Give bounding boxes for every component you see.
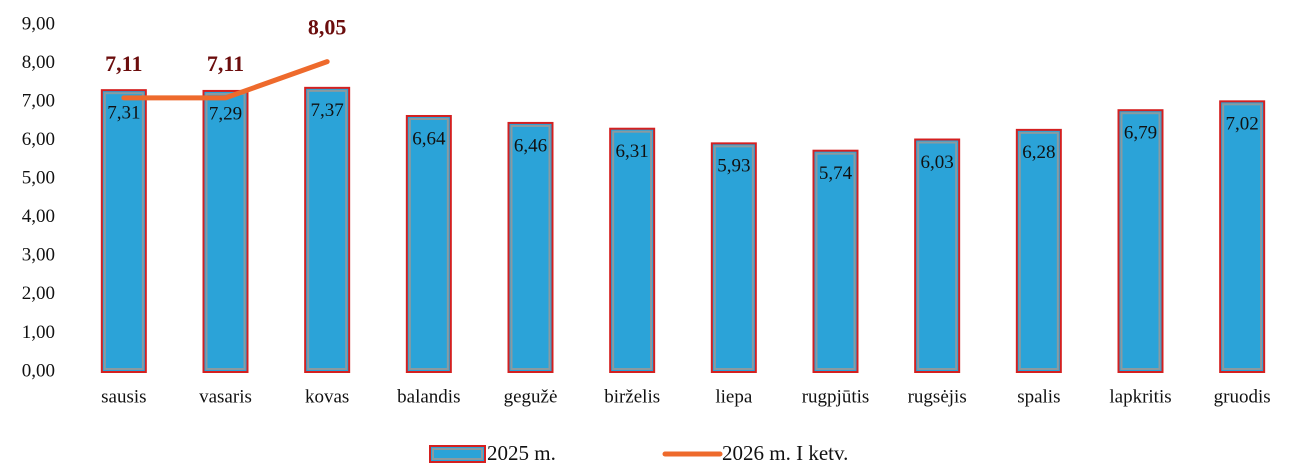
bar-value-label: 6,46 (514, 135, 547, 156)
x-tick-label: rugsėjis (908, 386, 967, 407)
bar-inner-border (1018, 131, 1059, 370)
line-value-label: 8,05 (308, 15, 347, 40)
x-tick-label: liepa (715, 386, 752, 407)
x-tick-label: birželis (604, 386, 660, 407)
x-tick-label: vasaris (199, 386, 252, 407)
bar-value-label: 6,28 (1022, 142, 1055, 163)
bar (507, 121, 554, 374)
y-tick-label: 2,00 (22, 283, 55, 304)
bar (1117, 109, 1164, 374)
bar-inner-border (713, 145, 754, 370)
bar (1015, 128, 1062, 373)
x-tick-label: gegužė (504, 386, 558, 407)
bar-inner-border (917, 141, 958, 370)
x-tick-label: sausis (101, 386, 146, 407)
x-tick-label: lapkritis (1109, 386, 1171, 407)
y-tick-label: 6,00 (22, 129, 55, 150)
y-tick-label: 4,00 (22, 206, 55, 227)
x-tick-label: gruodis (1214, 386, 1271, 407)
line-value-label: 7,11 (105, 51, 142, 76)
bar-value-label: 7,37 (311, 100, 344, 121)
bar-inner-border (103, 92, 144, 371)
y-tick-label: 1,00 (22, 322, 55, 343)
legend-swatch-border (432, 448, 483, 460)
y-tick-label: 3,00 (22, 245, 55, 266)
bar-inner-border (815, 152, 856, 370)
x-tick-label: kovas (305, 386, 349, 407)
bar (100, 89, 147, 374)
y-tick-label: 5,00 (22, 168, 55, 189)
bar-value-label: 7,31 (107, 103, 140, 124)
bar (202, 89, 249, 374)
bar (405, 114, 452, 373)
x-tick-label: balandis (397, 386, 460, 407)
bar-value-label: 6,03 (921, 152, 954, 173)
bar-value-label: 7,02 (1226, 114, 1259, 135)
bar (812, 149, 859, 373)
bar-value-label: 5,93 (717, 156, 750, 177)
bar-inner-border (1120, 112, 1161, 370)
bar-value-label: 6,64 (412, 128, 446, 149)
bar (1219, 100, 1266, 373)
bar-value-label: 7,29 (209, 103, 242, 124)
bar-inner-border (307, 89, 348, 371)
bar-inner-border (510, 124, 551, 371)
y-tick-label: 7,00 (22, 90, 55, 111)
legend-label: 2026 m. I ketv. (722, 441, 848, 465)
y-tick-label: 9,00 (22, 13, 55, 34)
bar (609, 127, 656, 373)
bar-value-label: 6,79 (1124, 123, 1157, 144)
bar (914, 138, 961, 373)
y-tick-label: 8,00 (22, 52, 55, 73)
line-value-label: 7,11 (207, 51, 244, 76)
x-tick-label: spalis (1017, 386, 1060, 407)
bar-inner-border (612, 130, 653, 370)
bar-value-label: 6,31 (616, 141, 649, 162)
legend-label: 2025 m. (487, 441, 556, 465)
bar-value-label: 5,74 (819, 163, 853, 184)
line (121, 59, 330, 101)
bar-inner-border (205, 92, 246, 371)
bar (304, 86, 351, 374)
x-tick-label: rugpjūtis (802, 386, 870, 407)
bar-inner-border (408, 117, 449, 371)
bar-inner-border (1222, 103, 1263, 370)
y-tick-label: 0,00 (22, 360, 55, 381)
bar (710, 142, 757, 373)
